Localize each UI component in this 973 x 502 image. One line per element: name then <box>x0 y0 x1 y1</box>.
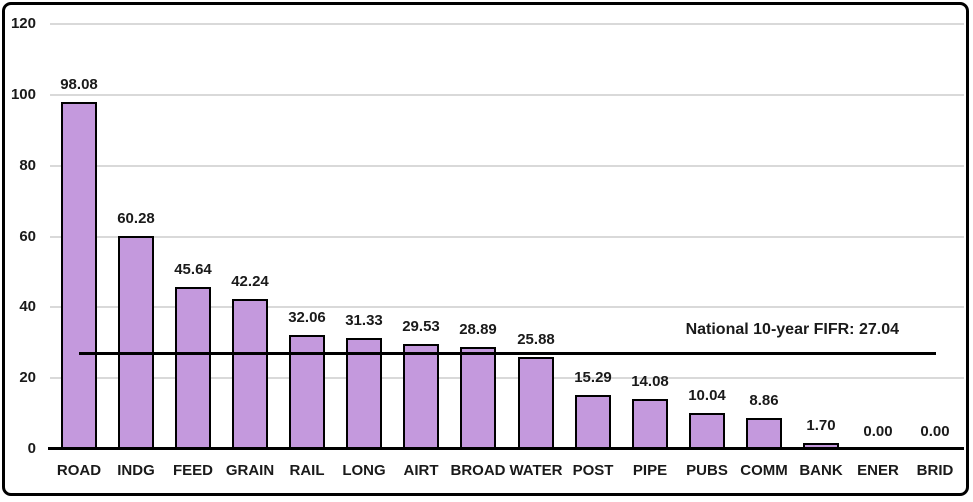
x-axis-category-label: COMM <box>740 462 788 479</box>
x-axis-category-label: INDG <box>117 462 155 479</box>
x-axis-category-label: GRAIN <box>225 462 275 479</box>
y-axis-tick-label: 20 <box>19 369 36 387</box>
bar-value-label: 8.86 <box>749 392 779 409</box>
x-axis-category-label: WATER <box>509 462 563 479</box>
y-axis-tick-label: 0 <box>27 440 36 457</box>
bar <box>232 299 268 449</box>
x-axis-category-label: ROAD <box>56 462 102 479</box>
bar-value-label: 29.53 <box>402 318 440 335</box>
bar-value-label: 14.08 <box>631 373 669 390</box>
bar <box>746 418 782 449</box>
y-axis-tick-label: 80 <box>19 156 36 174</box>
gridline <box>50 377 964 380</box>
x-axis-category-label: PUBS <box>686 462 728 479</box>
x-axis-line <box>48 447 964 450</box>
x-axis-category-label: BRID <box>916 462 954 479</box>
x-axis-category-label: BROAD <box>450 462 506 479</box>
bar <box>175 287 211 449</box>
gridline <box>50 306 964 309</box>
bar-value-label: 42.24 <box>231 273 269 290</box>
bar <box>575 395 611 449</box>
reference-line-label: National 10-year FIFR: 27.04 <box>685 321 899 338</box>
bar-value-label: 15.29 <box>574 369 612 386</box>
x-axis-category-label: RAIL <box>289 462 325 479</box>
bar <box>118 236 154 449</box>
bar <box>61 102 97 449</box>
gridline <box>50 23 964 25</box>
y-axis-tick-label: 60 <box>19 227 36 245</box>
bar <box>632 399 668 449</box>
bar-value-label: 0.00 <box>863 423 893 440</box>
bar <box>460 347 496 449</box>
reference-line <box>79 352 936 355</box>
bar-value-label: 10.04 <box>688 387 726 404</box>
y-axis-tick-label: 120 <box>10 15 36 32</box>
x-axis-category-label: FEED <box>172 462 213 479</box>
gridline <box>50 93 964 96</box>
bar-value-label: 31.33 <box>345 312 383 329</box>
gridline <box>50 164 964 167</box>
x-axis-category-label: BANK <box>799 462 843 479</box>
x-axis-category-label: LONG <box>342 462 386 479</box>
bar <box>689 413 725 449</box>
bar-value-label: 0.00 <box>920 423 950 440</box>
bar-value-label: 98.08 <box>60 76 98 93</box>
y-axis-tick-label: 40 <box>19 298 36 316</box>
y-axis-tick-label: 100 <box>10 85 36 103</box>
bar-value-label: 25.88 <box>517 331 555 348</box>
bar <box>403 344 439 449</box>
bar-value-label: 60.28 <box>117 210 155 227</box>
gridline <box>50 235 964 238</box>
bar-value-label: 1.70 <box>806 417 836 434</box>
x-axis-category-label: ENER <box>857 462 899 479</box>
bar-value-label: 28.89 <box>459 321 497 338</box>
bar-value-label: 45.64 <box>174 261 212 278</box>
bar <box>518 357 554 449</box>
bar-value-label: 32.06 <box>288 309 326 326</box>
x-axis-category-label: PIPE <box>632 462 668 479</box>
x-axis-category-label: AIRT <box>403 462 439 479</box>
x-axis-category-label: POST <box>572 462 614 479</box>
